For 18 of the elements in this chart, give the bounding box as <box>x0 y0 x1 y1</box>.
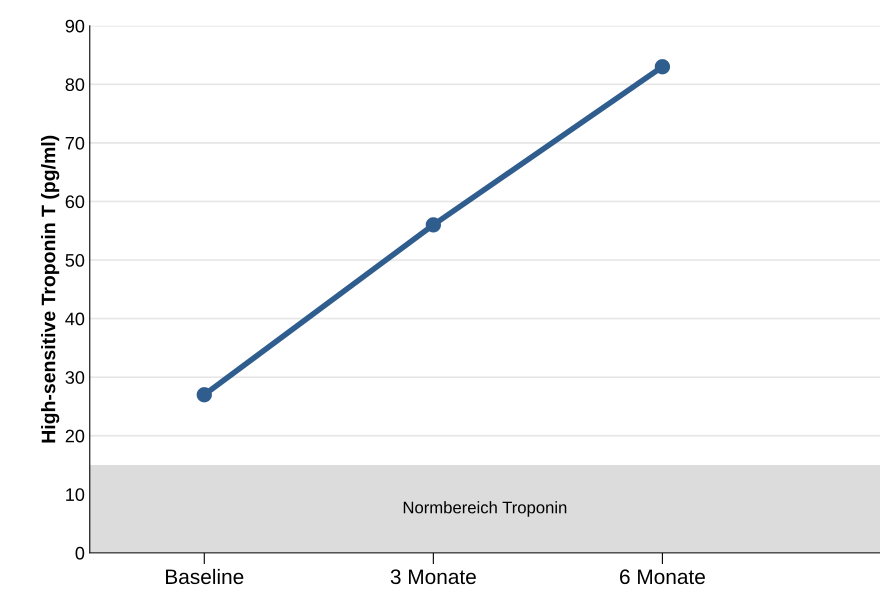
y-tick-label: 80 <box>66 78 84 92</box>
point <box>426 217 441 233</box>
band-label: Normbereich Troponin <box>404 501 566 517</box>
y-tick-label: 70 <box>66 136 84 150</box>
y-tick-label: 60 <box>66 195 84 208</box>
x-tick-label: Baseline <box>166 568 244 584</box>
y-axis-title: High-sensitive Troponin T (pg/ml) <box>41 136 60 442</box>
x-tick-label: 3 Monate <box>390 569 476 584</box>
x-tick-label: 6 Monate <box>620 569 705 584</box>
point <box>196 387 212 402</box>
point <box>654 59 670 74</box>
y-tick-label: 20 <box>66 430 84 442</box>
y-tick-label: 90 <box>66 20 84 32</box>
y-tick-label: 30 <box>66 371 84 384</box>
y-tick-label: 40 <box>65 312 84 326</box>
y-tick-label: 50 <box>66 254 84 267</box>
y-tick-label: 0 <box>76 546 84 560</box>
y-tick-label: 10 <box>66 488 84 502</box>
